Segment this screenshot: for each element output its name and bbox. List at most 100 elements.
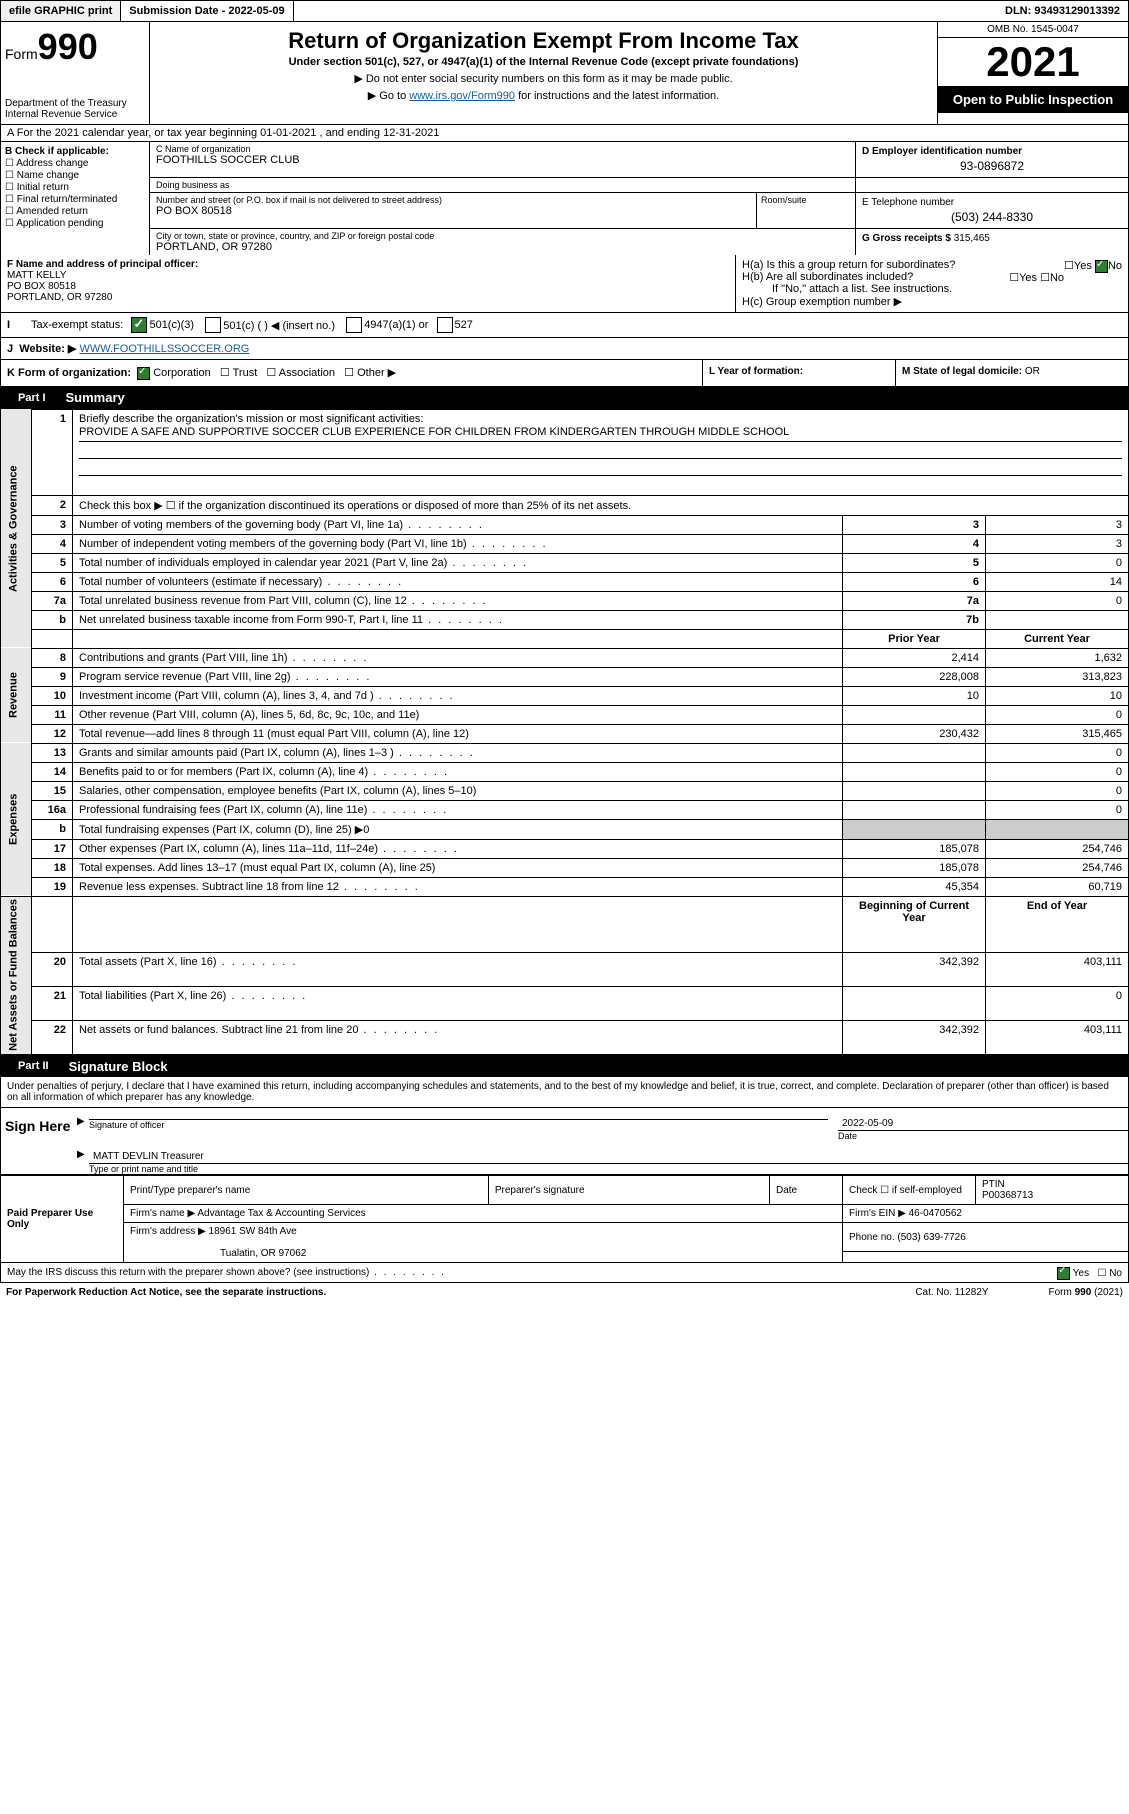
prep-name-label: Print/Type preparer's name: [124, 1176, 489, 1205]
hb-note: If "No," attach a list. See instructions…: [742, 283, 1122, 295]
line-1-question: Briefly describe the organization's miss…: [79, 413, 423, 425]
opt-501c3: 501(c)(3): [149, 319, 194, 331]
check-self-employed[interactable]: Check ☐ if self-employed: [843, 1176, 976, 1205]
officer-city: PORTLAND, OR 97280: [7, 292, 112, 303]
opt-4947: 4947(a)(1) or: [364, 319, 428, 331]
summary-row: bTotal fundraising expenses (Part IX, co…: [1, 819, 1129, 839]
form-subtitle: Under section 501(c), 527, or 4947(a)(1)…: [156, 56, 931, 68]
part-1-title: Summary: [66, 390, 125, 405]
phone-value: (503) 244-8330: [862, 210, 1122, 224]
state-domicile-label: M State of legal domicile:: [902, 366, 1025, 377]
summary-row: 7aTotal unrelated business revenue from …: [1, 591, 1129, 610]
firm-phone-cell: Phone no. (503) 639-7726: [843, 1223, 1129, 1252]
submission-label: Submission Date -: [129, 5, 228, 17]
summary-table: Activities & Governance 1 Briefly descri…: [0, 409, 1129, 1056]
gross-receipts-label: G Gross receipts $: [862, 233, 954, 244]
mission-text: PROVIDE A SAFE AND SUPPORTIVE SOCCER CLU…: [79, 425, 1122, 442]
officer-name: MATT KELLY: [7, 270, 66, 281]
cb-final-return[interactable]: ☐ Final return/terminated: [5, 194, 145, 205]
row-k-form-org: K Form of organization: Corporation ☐ Tr…: [1, 360, 702, 386]
hb-question: H(b) Are all subordinates included? ☐Yes…: [742, 271, 1122, 283]
cb-application-pending[interactable]: ☐ Application pending: [5, 218, 145, 229]
top-bar: efile GRAPHIC print Submission Date - 20…: [0, 0, 1129, 22]
summary-row: 19Revenue less expenses. Subtract line 1…: [1, 877, 1129, 896]
name-title-value: MATT DEVLIN Treasurer: [89, 1141, 1128, 1164]
summary-row: 5Total number of individuals employed in…: [1, 553, 1129, 572]
date-caption: Date: [828, 1131, 1128, 1141]
hb-yes[interactable]: Yes: [1019, 272, 1037, 284]
footer-cat-no: Cat. No. 11282Y: [915, 1287, 988, 1298]
opt-trust: Trust: [233, 367, 258, 379]
cb-527[interactable]: [437, 317, 453, 333]
cb-501c3[interactable]: [131, 317, 147, 333]
state-domicile-value: OR: [1025, 366, 1040, 377]
form-org-label: K Form of organization:: [7, 367, 131, 379]
ha-no-check[interactable]: [1095, 260, 1108, 273]
form-num: 990: [38, 26, 98, 67]
ein-value: 93-0896872: [862, 159, 1122, 173]
website-link[interactable]: WWW.FOOTHILLSSOCCER.ORG: [79, 343, 249, 355]
ein-label: D Employer identification number: [862, 146, 1022, 157]
street-label: Number and street (or P.O. box if mail i…: [156, 195, 750, 205]
sign-here-label: Sign Here: [1, 1108, 79, 1174]
summary-row: 21Total liabilities (Part X, line 26)0: [1, 986, 1129, 1020]
row-m-state: M State of legal domicile: OR: [895, 360, 1128, 386]
opt-assoc: Association: [279, 367, 335, 379]
form-header: Form990 Department of the Treasury Inter…: [0, 22, 1129, 125]
hdr-prior-year: Prior Year: [843, 629, 986, 648]
efile-print-button[interactable]: efile GRAPHIC print: [1, 1, 121, 21]
footer-form: Form 990 (2021): [1049, 1287, 1123, 1298]
officer-street: PO BOX 80518: [7, 281, 76, 292]
col-b-title: B Check if applicable:: [5, 146, 109, 157]
form-note-2: ▶ Go to www.irs.gov/Form990 for instruct…: [156, 89, 931, 102]
phone-label: E Telephone number: [862, 197, 954, 208]
hb-no[interactable]: No: [1050, 272, 1064, 284]
irs-label: Internal Revenue Service: [5, 109, 145, 120]
ha-no: No: [1108, 260, 1122, 272]
summary-row: 6Total number of volunteers (estimate if…: [1, 572, 1129, 591]
summary-row: 20Total assets (Part X, line 16)342,3924…: [1, 952, 1129, 986]
open-to-public: Open to Public Inspection: [938, 86, 1128, 113]
cb-corporation[interactable]: [137, 367, 150, 380]
opt-527: 527: [455, 319, 473, 331]
dba-label: Doing business as: [156, 180, 849, 190]
summary-row: 9Program service revenue (Part VIII, lin…: [1, 667, 1129, 686]
cb-amended-return[interactable]: ☐ Amended return: [5, 206, 145, 217]
form-prefix: Form: [5, 46, 38, 62]
cb-name-change[interactable]: ☐ Name change: [5, 170, 145, 181]
line-1-num: 1: [32, 409, 73, 495]
may-irs-yes-check[interactable]: [1057, 1267, 1070, 1280]
city-value: PORTLAND, OR 97280: [156, 241, 849, 253]
ha-question: H(a) Is this a group return for subordin…: [742, 259, 1122, 271]
may-irs-discuss: May the IRS discuss this return with the…: [0, 1263, 1129, 1283]
cb-address-change[interactable]: ☐ Address change: [5, 158, 145, 169]
cb-initial-return[interactable]: ☐ Initial return: [5, 182, 145, 193]
officer-label: F Name and address of principal officer:: [7, 259, 198, 270]
signature-line[interactable]: [89, 1108, 828, 1120]
cb-4947[interactable]: [346, 317, 362, 333]
side-activities-governance: Activities & Governance: [1, 409, 32, 648]
opt-501c: 501(c) ( ) ◀ (insert no.): [223, 319, 335, 332]
footer-left: For Paperwork Reduction Act Notice, see …: [6, 1287, 326, 1298]
firm-name-cell: Firm's name ▶ Advantage Tax & Accounting…: [124, 1205, 843, 1223]
row-j-website: J Website: ▶ WWW.FOOTHILLSSOCCER.ORG: [0, 338, 1129, 360]
column-b-checkboxes: B Check if applicable: ☐ Address change …: [1, 142, 150, 255]
tax-year: 2021: [938, 38, 1128, 86]
prep-date-label: Date: [770, 1176, 843, 1205]
row-i-tax-status: I Tax-exempt status: 501(c)(3) 501(c) ( …: [0, 313, 1129, 338]
part-1-header: Part I Summary: [0, 387, 1129, 409]
org-name-label: C Name of organization: [156, 144, 849, 154]
note2-post: for instructions and the latest informat…: [515, 90, 719, 102]
irs-link[interactable]: www.irs.gov/Form990: [409, 90, 515, 102]
summary-row: 11Other revenue (Part VIII, column (A), …: [1, 705, 1129, 724]
dln: DLN: 93493129013392: [997, 1, 1128, 21]
cb-501c[interactable]: [205, 317, 221, 333]
part-1-num: Part I: [8, 390, 56, 406]
ha-yes[interactable]: Yes: [1074, 260, 1092, 272]
line-2-num: 2: [32, 495, 73, 515]
side-expenses: Expenses: [1, 743, 32, 896]
hdr-beginning: Beginning of Current Year: [843, 896, 986, 952]
city-label: City or town, state or province, country…: [156, 231, 849, 241]
row-l-year: L Year of formation:: [702, 360, 895, 386]
line-2-desc: Check this box ▶ ☐ if the organization d…: [73, 495, 1129, 515]
